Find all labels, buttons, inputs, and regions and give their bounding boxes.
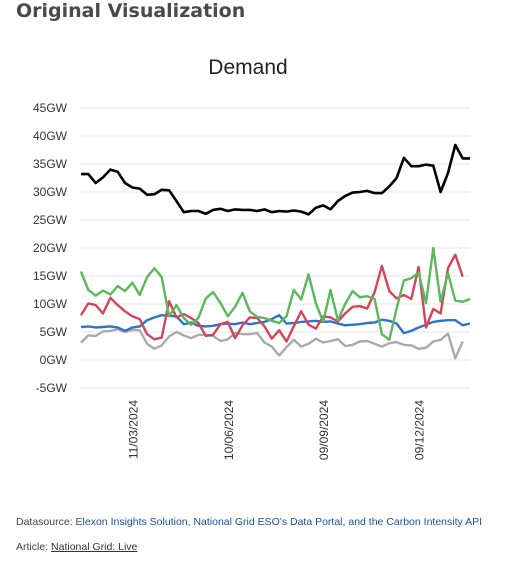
y-tick-label: 45GW: [33, 101, 68, 115]
x-tick: 09/09/2024: [317, 400, 331, 460]
y-tick-label: 25GW: [33, 213, 68, 227]
article-label: Article:: [16, 541, 49, 553]
x-tick: 10/06/2024: [222, 400, 236, 460]
x-tick-label: 09/12/2024: [413, 400, 427, 460]
y-tick-label: 40GW: [33, 129, 68, 143]
y-tick-label: -5GW: [36, 381, 68, 395]
series-line-red: [79, 253, 464, 343]
y-tick-label: 20GW: [33, 241, 68, 255]
article-link[interactable]: National Grid: Live: [51, 541, 138, 553]
series-line-demand: [81, 143, 470, 216]
x-tick-label: 11/03/2024: [126, 400, 140, 459]
series-line-blue: [80, 314, 471, 335]
datasource-label: Datasource:: [16, 516, 73, 528]
y-tick-label: 35GW: [33, 157, 68, 171]
y-axis-ticks: -5GW 0GW 5GW 10GW 15GW 20GW 25GW 30GW 35GW 40GW 45…: [33, 101, 68, 395]
x-tick-label: 09/09/2024: [317, 400, 331, 460]
x-tick: 09/12/2024: [413, 400, 427, 460]
x-axis-ticks: 11/03/2024 10/06/2024 09/09/2024 09/12/2024: [126, 400, 426, 460]
datasource-link[interactable]: Elexon Insights Solution, National Grid …: [75, 516, 483, 528]
y-tick-label: 10GW: [33, 297, 68, 311]
page-heading: Original Visualization: [16, 0, 246, 22]
article-line: Article: National Grid: Live: [16, 541, 137, 553]
demand-chart: Demand -5GW 0GW 5GW 10GW 15GW 20GW 25GW 30GW 35G…: [33, 56, 471, 460]
y-tick-label: 5GW: [40, 325, 68, 339]
series-layer: [79, 143, 471, 360]
series-line-green: [79, 246, 471, 341]
y-tick-label: 15GW: [33, 269, 68, 283]
x-tick: 11/03/2024: [126, 400, 140, 459]
chart-title: Demand: [208, 56, 287, 79]
series-line-gray: [80, 328, 464, 360]
y-tick-label: 0GW: [40, 353, 68, 367]
datasource-line: Datasource: Elexon Insights Solution, Na…: [16, 516, 482, 528]
x-tick-label: 10/06/2024: [222, 400, 236, 460]
y-tick-label: 30GW: [33, 185, 68, 199]
